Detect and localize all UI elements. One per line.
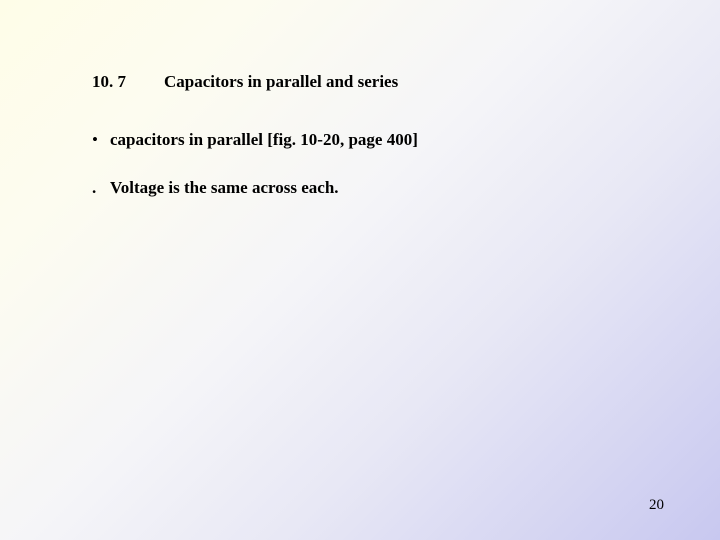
bullet-text-1: capacitors in parallel [fig. 10-20, page… (110, 130, 418, 150)
sub-text-1: Voltage is the same across each. (110, 178, 339, 198)
sub-row-1: . Voltage is the same across each. (92, 178, 628, 198)
slide-container: 10. 7 Capacitors in parallel and series … (0, 0, 720, 540)
bullet-row-1: • capacitors in parallel [fig. 10-20, pa… (92, 130, 628, 150)
section-number: 10. 7 (92, 72, 164, 92)
sub-marker: . (92, 178, 110, 198)
heading-row: 10. 7 Capacitors in parallel and series (92, 72, 628, 92)
page-number: 20 (649, 497, 664, 514)
section-title: Capacitors in parallel and series (164, 72, 398, 92)
bullet-marker: • (92, 130, 110, 150)
